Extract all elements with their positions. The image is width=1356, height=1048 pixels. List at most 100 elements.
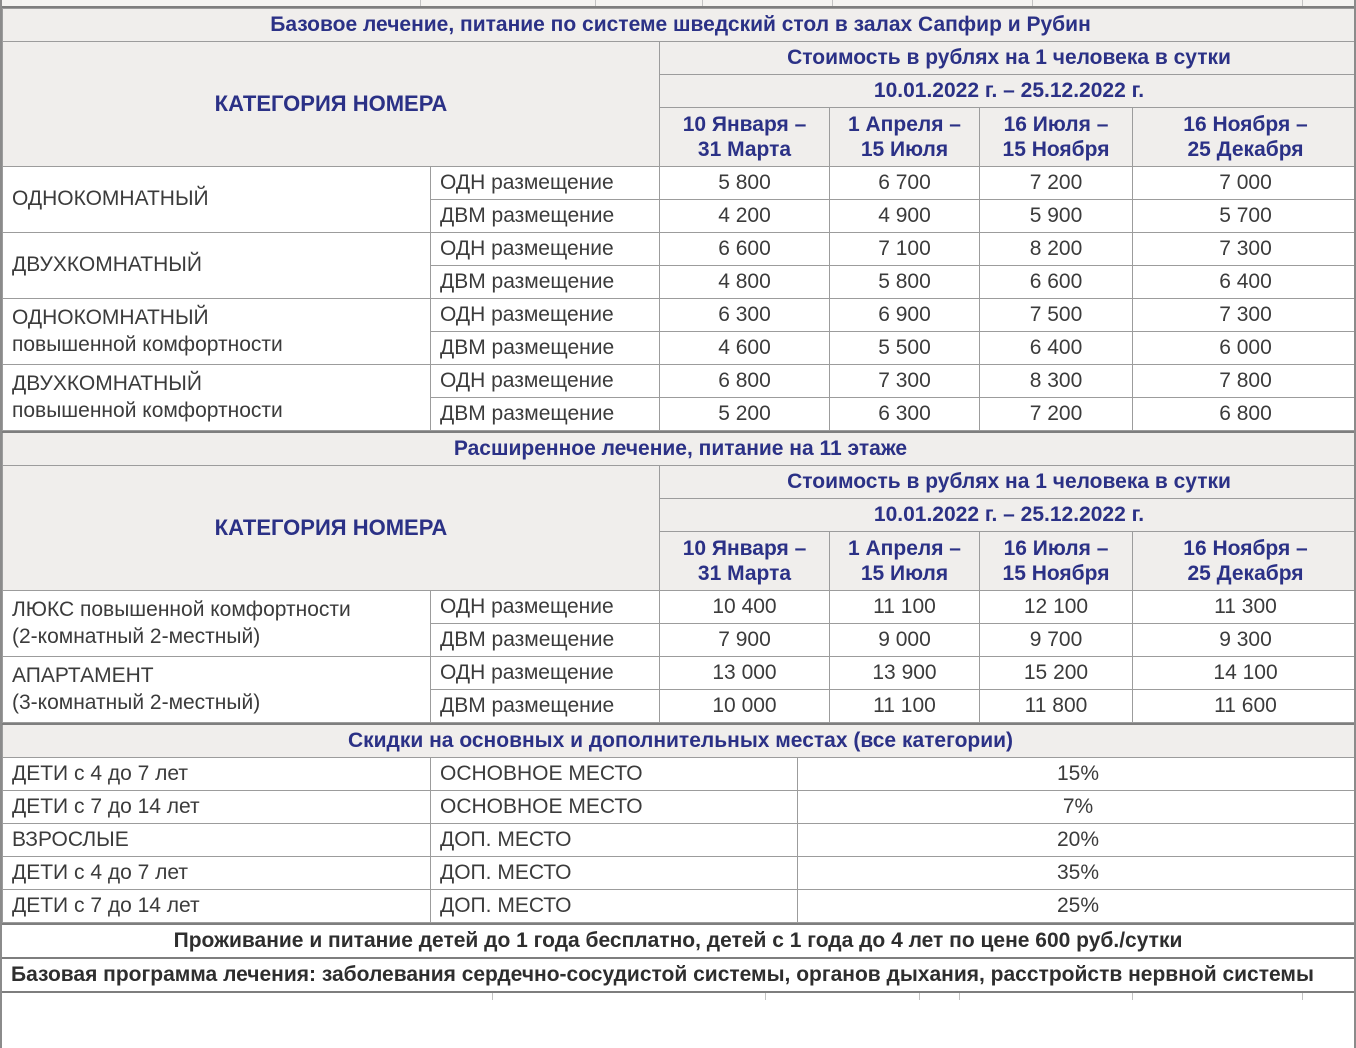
text-line: ДВУХКОМНАТНЫЙ xyxy=(12,372,202,396)
base-placement-cell: ДВМ размещение xyxy=(430,265,660,299)
base-price-cell: 6 900 xyxy=(829,298,980,332)
partial-cell-border xyxy=(832,0,833,6)
base-table: Базовое лечение, питание по системе швед… xyxy=(2,8,1354,431)
base-placement-cell: ОДН размещение xyxy=(430,364,660,398)
text-line: 16 Ноября – xyxy=(1183,536,1308,560)
partial-cell-border xyxy=(919,993,920,1000)
partial-cell-border xyxy=(420,0,421,6)
text-line: 15 Ноября xyxy=(1002,562,1110,585)
base-price-cell: 7 000 xyxy=(1132,166,1354,200)
base-category-header: КАТЕГОРИЯ НОМЕРА xyxy=(2,41,660,167)
extended-placement-cell: ОДН размещение xyxy=(430,590,660,624)
discount-who-cell: ВЗРОСЛЫЕ xyxy=(2,823,431,857)
base-price-cell: 6 000 xyxy=(1132,331,1354,365)
base-price-cell: 7 500 xyxy=(979,298,1133,332)
discount-percent-cell: 20% xyxy=(797,823,1354,857)
discount-place-cell: ДОП. МЕСТО xyxy=(430,856,798,890)
base-category-cell: ДВУХКОМНАТНЫЙ xyxy=(2,232,431,299)
extended-season-header: 10 Января –31 Марта xyxy=(659,531,830,591)
discount-who-cell: ДЕТИ с 7 до 14 лет xyxy=(2,790,431,824)
extended-price-cell: 10 400 xyxy=(659,590,830,624)
text-line: АПАРТАМЕНТ xyxy=(12,664,154,688)
extended-season-header: 1 Апреля –15 Июля xyxy=(829,531,980,591)
discount-place-cell: ДОП. МЕСТО xyxy=(430,823,798,857)
discount-row: ДЕТИ с 4 до 7 лет ДОП. МЕСТО 35% xyxy=(2,856,1354,890)
text-line: 31 Марта xyxy=(697,138,792,161)
discount-place-cell: ДОП. МЕСТО xyxy=(430,889,798,923)
base-price-cell: 7 300 xyxy=(829,364,980,398)
base-placement-cell: ОДН размещение xyxy=(430,166,660,200)
base-price-cell: 6 600 xyxy=(659,232,830,266)
discount-percent-cell: 35% xyxy=(797,856,1354,890)
extended-category-cell: ЛЮКС повышенной комфортности (2-комнатный… xyxy=(2,590,431,657)
partial-cell-border xyxy=(1132,993,1133,1000)
extended-category-cell: АПАРТАМЕНТ (3-комнатный 2-местный) xyxy=(2,656,431,723)
partial-row-top xyxy=(2,0,1354,8)
discount-who-cell: ДЕТИ с 4 до 7 лет xyxy=(2,856,431,890)
base-price-cell: 5 800 xyxy=(659,166,830,200)
text-line: ОДНОКОМНАТНЫЙ xyxy=(12,306,209,330)
base-section-title: Базовое лечение, питание по системе швед… xyxy=(2,8,1354,42)
extended-price-cell: 12 100 xyxy=(979,590,1133,624)
base-price-cell: 7 200 xyxy=(979,397,1133,431)
extended-price-cell: 9 000 xyxy=(829,623,980,657)
discount-who-cell: ДЕТИ с 7 до 14 лет xyxy=(2,889,431,923)
extended-placement-cell: ДВМ размещение xyxy=(430,689,660,723)
extended-price-cell: 13 000 xyxy=(659,656,830,690)
base-price-cell: 7 800 xyxy=(1132,364,1354,398)
extended-price-cell: 11 800 xyxy=(979,689,1133,723)
discounts-table: Скидки на основных и дополнительных мест… xyxy=(2,723,1354,923)
base-cost-header: Стоимость в рублях на 1 человека в сутки xyxy=(659,41,1354,75)
base-season-header: 10 Января –31 Марта xyxy=(659,107,830,167)
partial-cell-border xyxy=(1032,0,1033,6)
extended-price-cell: 11 300 xyxy=(1131,590,1354,624)
extended-placement-cell: ОДН размещение xyxy=(430,656,660,690)
base-price-cell: 5 500 xyxy=(829,331,980,365)
extended-category-header: КАТЕГОРИЯ НОМЕРА xyxy=(2,465,660,591)
text-line: ЛЮКС повышенной комфортности xyxy=(12,598,351,622)
text-line: ДВУХКОМНАТНЫЙ xyxy=(12,253,202,277)
extended-price-cell: 11 100 xyxy=(829,590,980,624)
text-line: 31 Марта xyxy=(697,562,792,585)
text-line: 15 Июля xyxy=(860,562,949,585)
text-line: 16 Июля – xyxy=(1003,112,1109,136)
text-line: 10 Января – xyxy=(682,536,807,560)
discount-percent-cell: 15% xyxy=(797,757,1354,791)
discount-percent-cell: 25% xyxy=(797,889,1354,923)
text-line: 25 Декабря xyxy=(1187,138,1304,161)
base-category-cell: ОДНОКОМНАТНЫЙ xyxy=(2,166,431,233)
text-line: 1 Апреля – xyxy=(848,112,961,136)
base-price-cell: 5 800 xyxy=(829,265,980,299)
text-line: (2-комнатный 2-местный) xyxy=(12,624,261,648)
base-category-cell: ОДНОКОМНАТНЫЙ повышенной комфортности xyxy=(2,298,431,365)
text-line: 15 Ноября xyxy=(1002,138,1110,161)
base-placement-cell: ОДН размещение xyxy=(430,232,660,266)
base-placement-cell: ДВМ размещение xyxy=(430,331,660,365)
base-price-cell: 8 300 xyxy=(979,364,1133,398)
discount-who-cell: ДЕТИ с 4 до 7 лет xyxy=(2,757,431,791)
partial-cell-border xyxy=(765,993,766,1000)
discount-row: ДЕТИ с 7 до 14 лет ДОП. МЕСТО 25% xyxy=(2,889,1354,923)
base-price-cell: 8 200 xyxy=(979,232,1133,266)
text-line: 16 Июля – xyxy=(1003,536,1109,560)
discounts-title: Скидки на основных и дополнительных мест… xyxy=(2,723,1354,758)
partial-cell-border xyxy=(1302,993,1303,1000)
extended-price-cell: 11 100 xyxy=(829,689,980,723)
discount-row: ВЗРОСЛЫЕ ДОП. МЕСТО 20% xyxy=(2,823,1354,857)
text-line: 16 Ноября – xyxy=(1183,112,1308,136)
base-price-cell: 6 300 xyxy=(829,397,980,431)
base-placement-cell: ДВМ размещение xyxy=(430,397,660,431)
base-period-header: 10.01.2022 г. – 25.12.2022 г. xyxy=(659,74,1354,108)
discount-place-cell: ОСНОВНОЕ МЕСТО xyxy=(430,790,798,824)
base-placement-cell: ДВМ размещение xyxy=(430,199,660,233)
extended-price-cell: 11 600 xyxy=(1131,689,1354,723)
extended-table: Расширенное лечение, питание на 11 этаже… xyxy=(2,431,1354,723)
base-price-cell: 6 600 xyxy=(979,265,1133,299)
base-price-cell: 5 200 xyxy=(659,397,830,431)
partial-cell-border xyxy=(1302,0,1303,6)
text-line: повышенной комфортности xyxy=(12,332,283,356)
base-price-cell: 6 400 xyxy=(979,331,1133,365)
extended-section-title: Расширенное лечение, питание на 11 этаже xyxy=(2,431,1354,466)
base-price-cell: 6 800 xyxy=(659,364,830,398)
base-price-cell: 4 800 xyxy=(659,265,830,299)
